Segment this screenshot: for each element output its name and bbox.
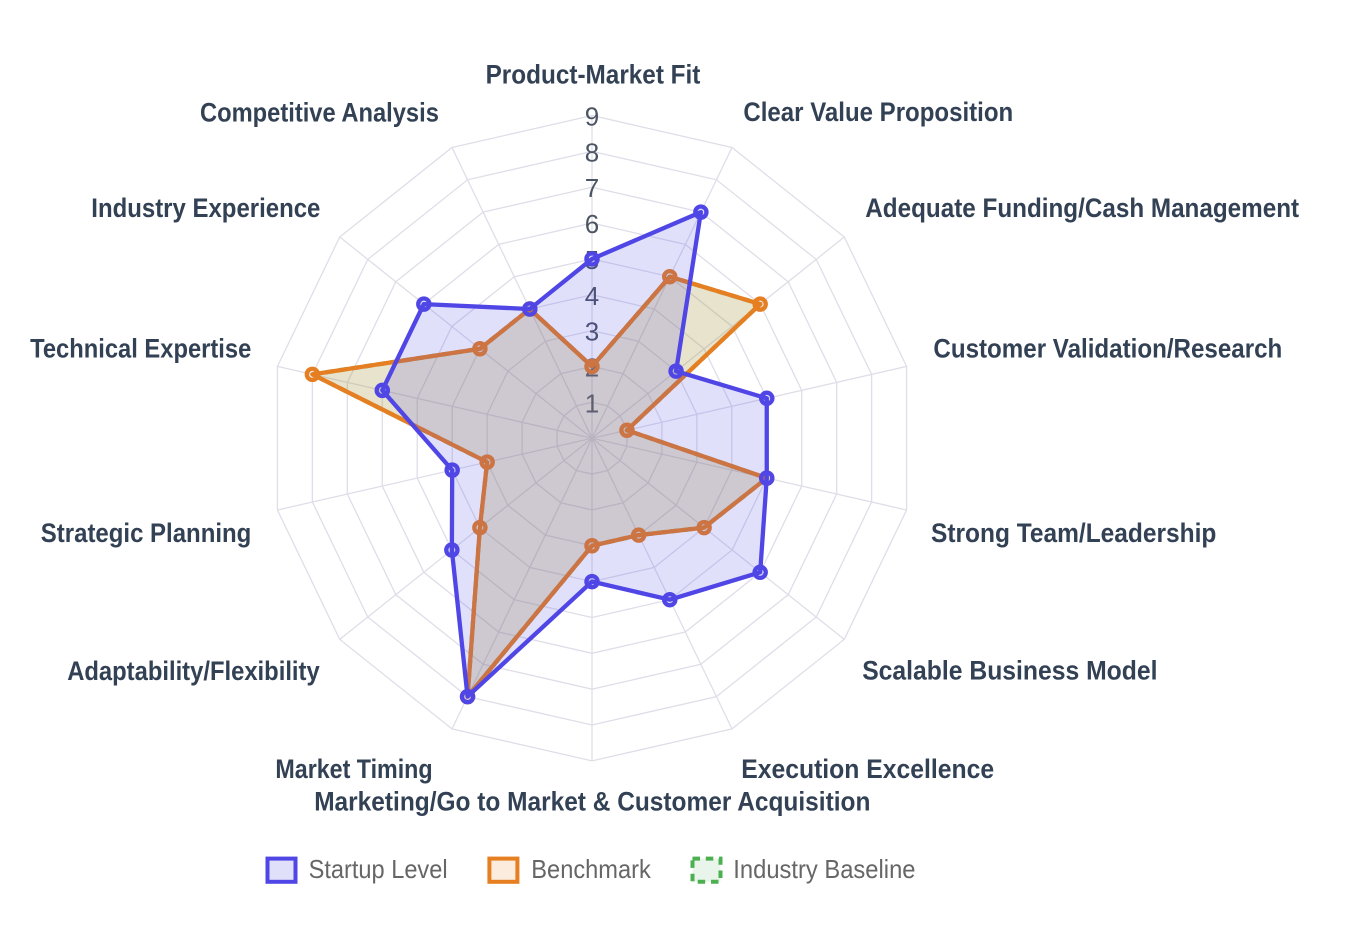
svg-text:Clear Value Proposition: Clear Value Proposition xyxy=(743,97,1013,127)
svg-text:Product-Market Fit: Product-Market Fit xyxy=(486,60,701,90)
svg-text:Adequate Funding/Cash Manageme: Adequate Funding/Cash Management xyxy=(865,193,1299,223)
svg-text:Strategic Planning: Strategic Planning xyxy=(41,518,252,548)
svg-text:8: 8 xyxy=(585,137,599,167)
svg-text:Strong Team/Leadership: Strong Team/Leadership xyxy=(931,518,1216,548)
svg-text:Scalable Business Model: Scalable Business Model xyxy=(862,655,1157,685)
svg-text:9: 9 xyxy=(585,102,599,132)
svg-text:6: 6 xyxy=(585,209,599,239)
svg-text:Execution Excellence: Execution Excellence xyxy=(741,754,994,784)
svg-text:Startup Level: Startup Level xyxy=(309,854,448,884)
svg-text:Adaptability/Flexibility: Adaptability/Flexibility xyxy=(67,656,320,686)
svg-text:Market Timing: Market Timing xyxy=(275,754,432,784)
svg-text:Industry Baseline: Industry Baseline xyxy=(733,854,915,884)
svg-text:1: 1 xyxy=(585,388,599,418)
svg-text:Customer Validation/Research: Customer Validation/Research xyxy=(933,334,1282,364)
svg-text:Benchmark: Benchmark xyxy=(531,854,651,884)
svg-text:Competitive Analysis: Competitive Analysis xyxy=(200,97,439,127)
svg-text:Industry Experience: Industry Experience xyxy=(91,193,320,223)
svg-text:Technical Expertise: Technical Expertise xyxy=(30,334,251,364)
svg-text:3: 3 xyxy=(585,317,599,347)
svg-text:4: 4 xyxy=(585,281,599,311)
svg-text:7: 7 xyxy=(585,173,599,203)
svg-text:Marketing/Go to Market & Custo: Marketing/Go to Market & Customer Acquis… xyxy=(314,786,870,816)
